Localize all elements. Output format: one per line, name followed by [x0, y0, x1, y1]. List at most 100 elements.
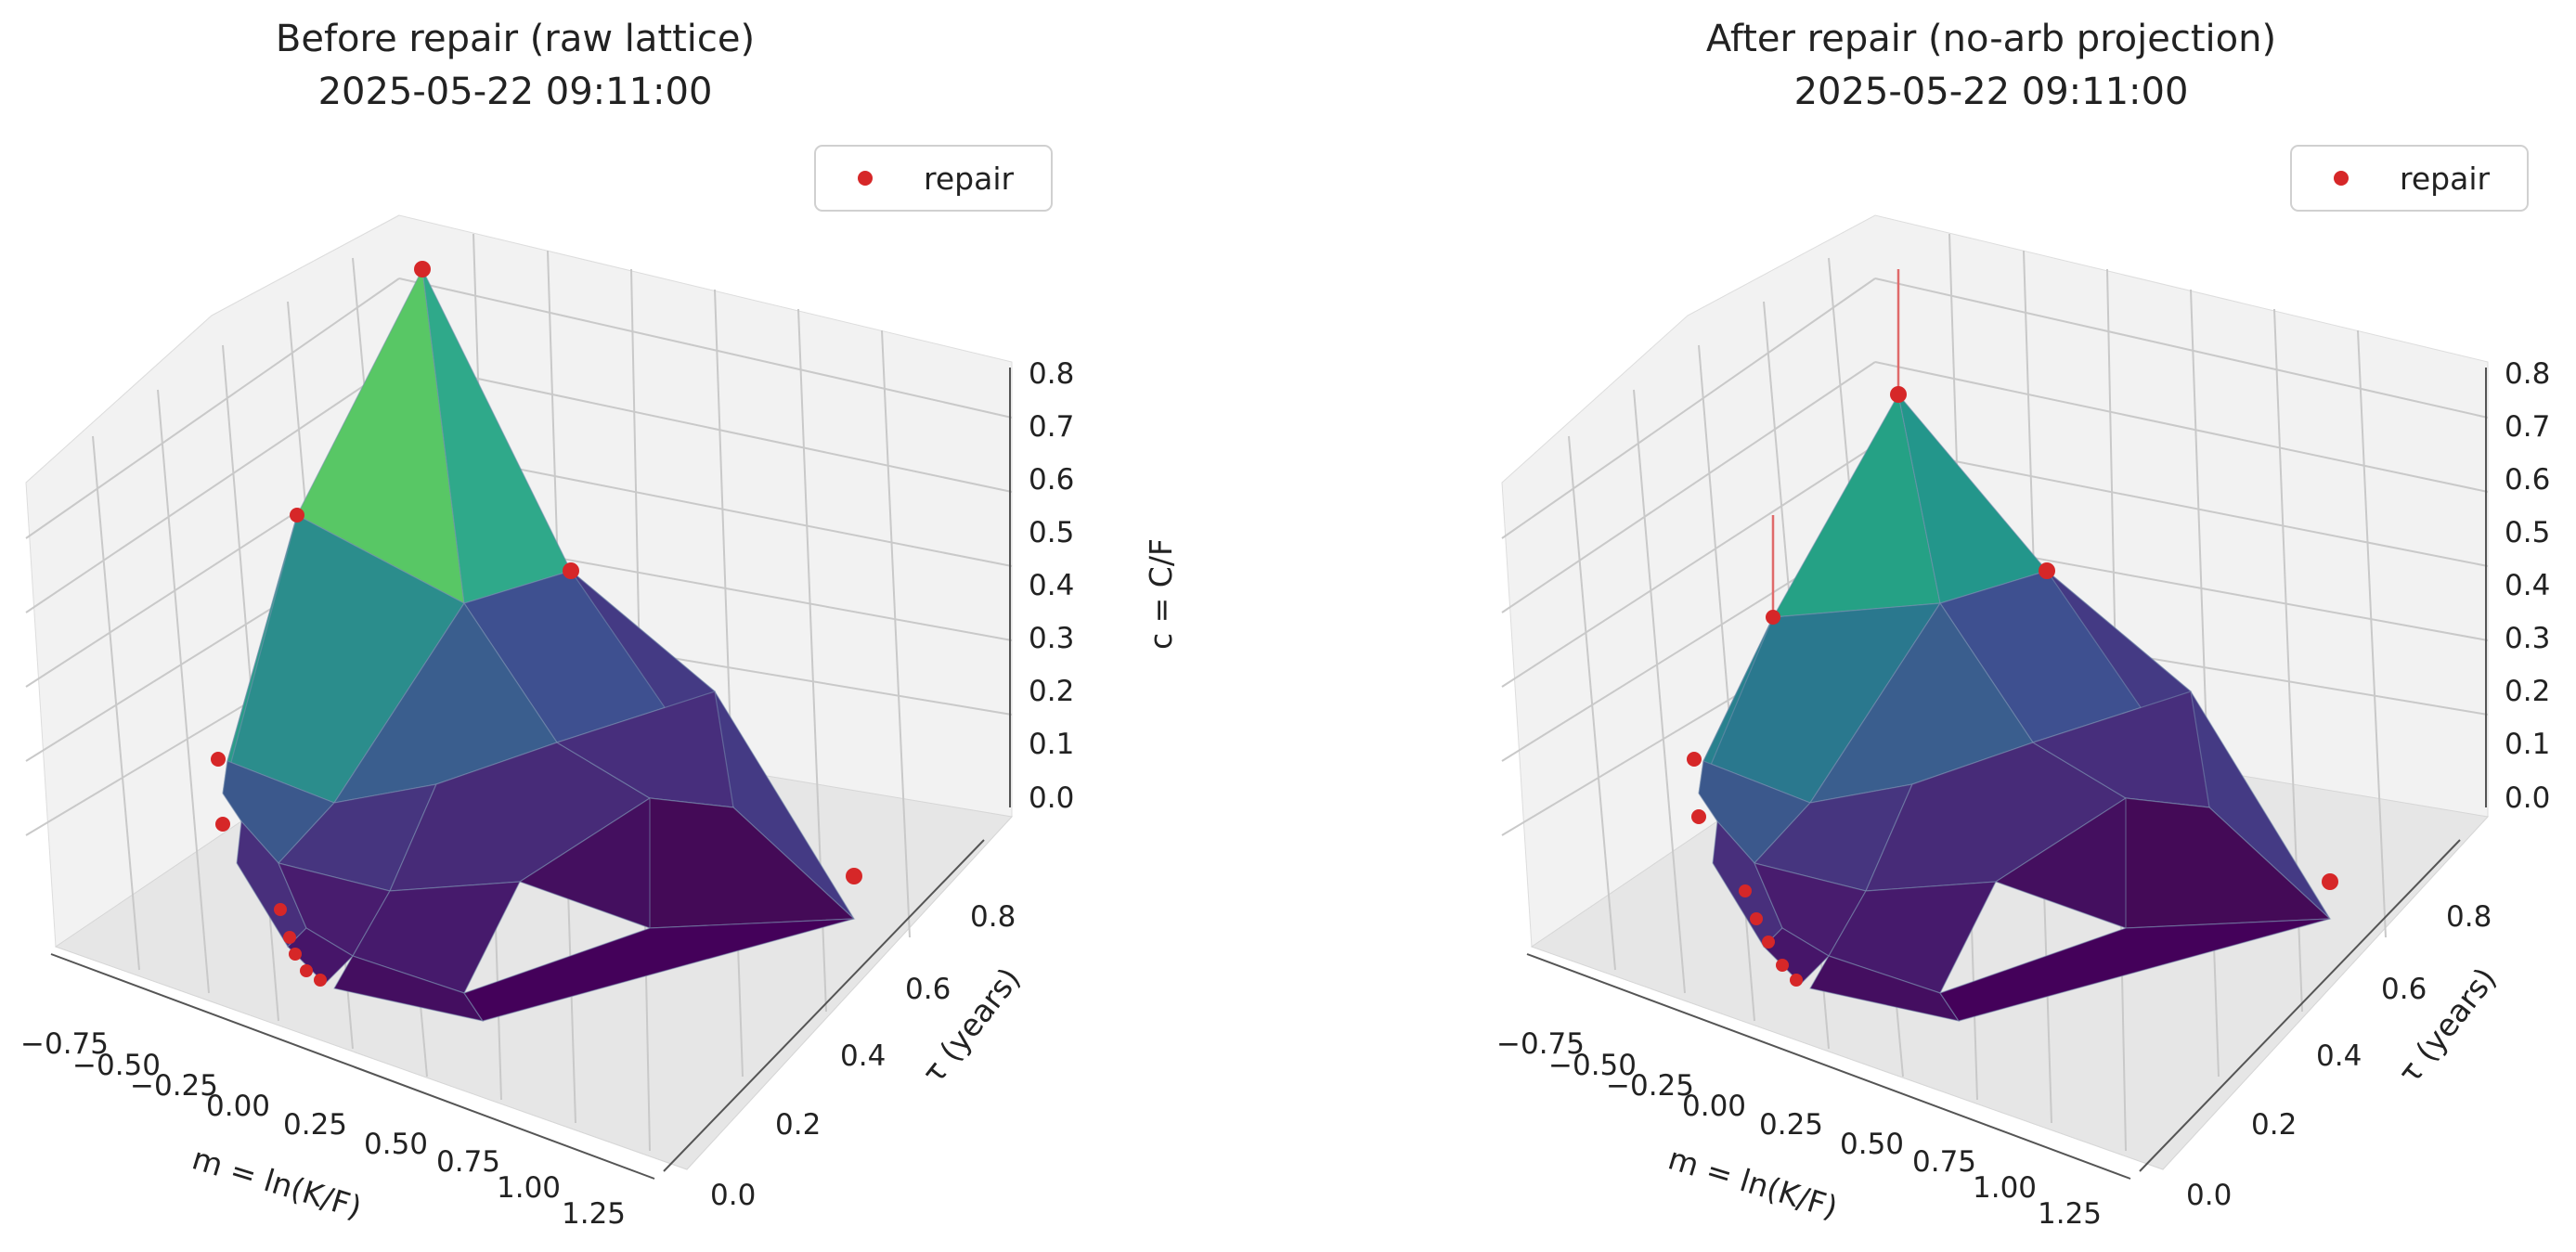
repair-point	[300, 964, 313, 977]
x-tick-label: 1.25	[2038, 1197, 2102, 1231]
repair-point	[1790, 974, 1803, 987]
repair-point	[563, 562, 579, 579]
x-tick-label: −0.75	[1496, 1027, 1585, 1061]
x-axis-label: m = ln(K/F)	[1664, 1140, 1843, 1225]
z-tick-label: 0.0	[2505, 781, 2550, 815]
z-tick-label: 0.1	[2505, 728, 2550, 761]
repair-point	[1691, 809, 1706, 824]
x-tick-label: 0.50	[364, 1128, 428, 1161]
x-tick-label: −0.50	[1548, 1049, 1637, 1082]
y-tick-label: 0.4	[2316, 1039, 2362, 1073]
repair-point	[1890, 386, 1907, 403]
repair-point	[414, 261, 431, 278]
legend-marker	[2334, 171, 2349, 186]
z-tick-label: 0.4	[1029, 569, 1074, 602]
repair-point	[846, 868, 862, 884]
z-tick-labels: 0.0 0.1 0.2 0.3 0.4 0.5 0.6 0.7 0.8	[2505, 357, 2550, 815]
repair-point	[289, 948, 302, 961]
x-tick-label: 0.75	[1912, 1145, 1976, 1179]
repair-point	[2322, 873, 2338, 890]
repair-point	[283, 931, 296, 944]
z-tick-label: 0.6	[2505, 463, 2550, 497]
x-axis-label: m = ln(K/F)	[188, 1140, 367, 1225]
x-tick-label: −0.75	[20, 1027, 109, 1061]
axis-lines	[50, 368, 1011, 1180]
repair-point	[1739, 884, 1752, 897]
panel-title-line2: 2025-05-22 09:11:00	[318, 71, 713, 113]
x-tick-label: 0.00	[1682, 1090, 1746, 1123]
repair-adjustment-lines	[1771, 269, 1900, 617]
repair-point	[1762, 936, 1775, 949]
y-tick-label: 0.4	[840, 1039, 886, 1073]
y-tick-label: 0.6	[905, 973, 951, 1006]
repair-markers	[211, 261, 862, 987]
z-tick-label: 0.2	[1029, 675, 1074, 708]
x-axis-line	[1526, 953, 2131, 1180]
z-tick-label: 0.3	[1029, 622, 1074, 655]
x-tick-label: 0.25	[1759, 1108, 1823, 1142]
y-tick-label: 0.2	[2251, 1108, 2297, 1142]
repair-point	[211, 752, 226, 767]
panel-before-repair: Before repair (raw lattice) 2025-05-22 0…	[20, 18, 1179, 1231]
x-tick-label: 1.00	[1973, 1171, 2037, 1205]
y-axis-line	[2139, 839, 2461, 1172]
z-tick-label: 0.5	[2505, 516, 2550, 549]
y-tick-labels: 0.0 0.2 0.4 0.6 0.8	[2186, 900, 2492, 1212]
z-axis-label: c = C/F	[1143, 538, 1179, 650]
repair-point	[215, 817, 230, 832]
legend: repair	[2290, 145, 2529, 212]
z-tick-labels: 0.0 0.1 0.2 0.3 0.4 0.5 0.6 0.7 0.8	[1029, 357, 1074, 815]
z-tick-label: 0.7	[1029, 410, 1074, 444]
repair-point	[1687, 752, 1702, 767]
x-tick-label: 0.25	[283, 1108, 347, 1142]
z-tick-label: 0.4	[2505, 569, 2550, 602]
panel-after-repair: After repair (no-arb projection) 2025-05…	[1496, 18, 2550, 1231]
repair-markers	[1687, 386, 2338, 987]
surface-3d	[1698, 393, 2332, 1022]
legend-box	[2290, 145, 2529, 212]
x-tick-label: 1.25	[562, 1197, 626, 1231]
y-tick-label: 0.8	[970, 900, 1016, 934]
y-tick-labels: 0.0 0.2 0.4 0.6 0.8	[710, 900, 1016, 1212]
x-axis-line	[50, 953, 655, 1180]
y-tick-label: 0.6	[2381, 973, 2427, 1006]
repair-point	[2039, 562, 2055, 579]
legend: repair	[814, 145, 1053, 212]
x-tick-label: 0.00	[206, 1090, 270, 1123]
x-tick-labels: −0.75 −0.50 −0.25 0.00 0.25 0.50 0.75 1.…	[1496, 1027, 2102, 1231]
legend-label: repair	[2400, 161, 2490, 197]
legend-marker	[858, 171, 873, 186]
panel-title-line1: Before repair (raw lattice)	[276, 18, 755, 60]
repair-point	[314, 974, 327, 987]
z-tick-label: 0.0	[1029, 781, 1074, 815]
surface-3d	[222, 266, 856, 1022]
repair-point	[290, 508, 304, 523]
y-axis-line	[663, 839, 985, 1172]
x-tick-label: −0.50	[72, 1049, 161, 1082]
z-tick-label: 0.5	[1029, 516, 1074, 549]
z-tick-label: 0.7	[2505, 410, 2550, 444]
x-tick-labels: −0.75 −0.50 −0.25 0.00 0.25 0.50 0.75 1.…	[20, 1027, 626, 1231]
panel-title-line1: After repair (no-arb projection)	[1706, 18, 2276, 60]
x-tick-label: 0.75	[436, 1145, 500, 1179]
x-tick-label: −0.25	[130, 1069, 218, 1103]
z-tick-label: 0.2	[2505, 675, 2550, 708]
y-tick-label: 0.0	[710, 1179, 756, 1212]
repair-point	[274, 903, 287, 916]
panel-title-line2: 2025-05-22 09:11:00	[1794, 71, 2189, 113]
x-tick-label: 1.00	[497, 1171, 561, 1205]
y-tick-label: 0.0	[2186, 1179, 2232, 1212]
repair-point	[1776, 959, 1789, 972]
z-tick-label: 0.3	[2505, 622, 2550, 655]
z-tick-label: 0.1	[1029, 728, 1074, 761]
z-tick-label: 0.8	[2505, 357, 2550, 391]
legend-box	[814, 145, 1053, 212]
x-tick-label: −0.25	[1606, 1069, 1694, 1103]
y-tick-label: 0.8	[2446, 900, 2492, 934]
axis-lines	[1526, 368, 2487, 1180]
repair-point	[1750, 912, 1763, 925]
z-tick-label: 0.8	[1029, 357, 1074, 391]
y-tick-label: 0.2	[775, 1108, 821, 1142]
